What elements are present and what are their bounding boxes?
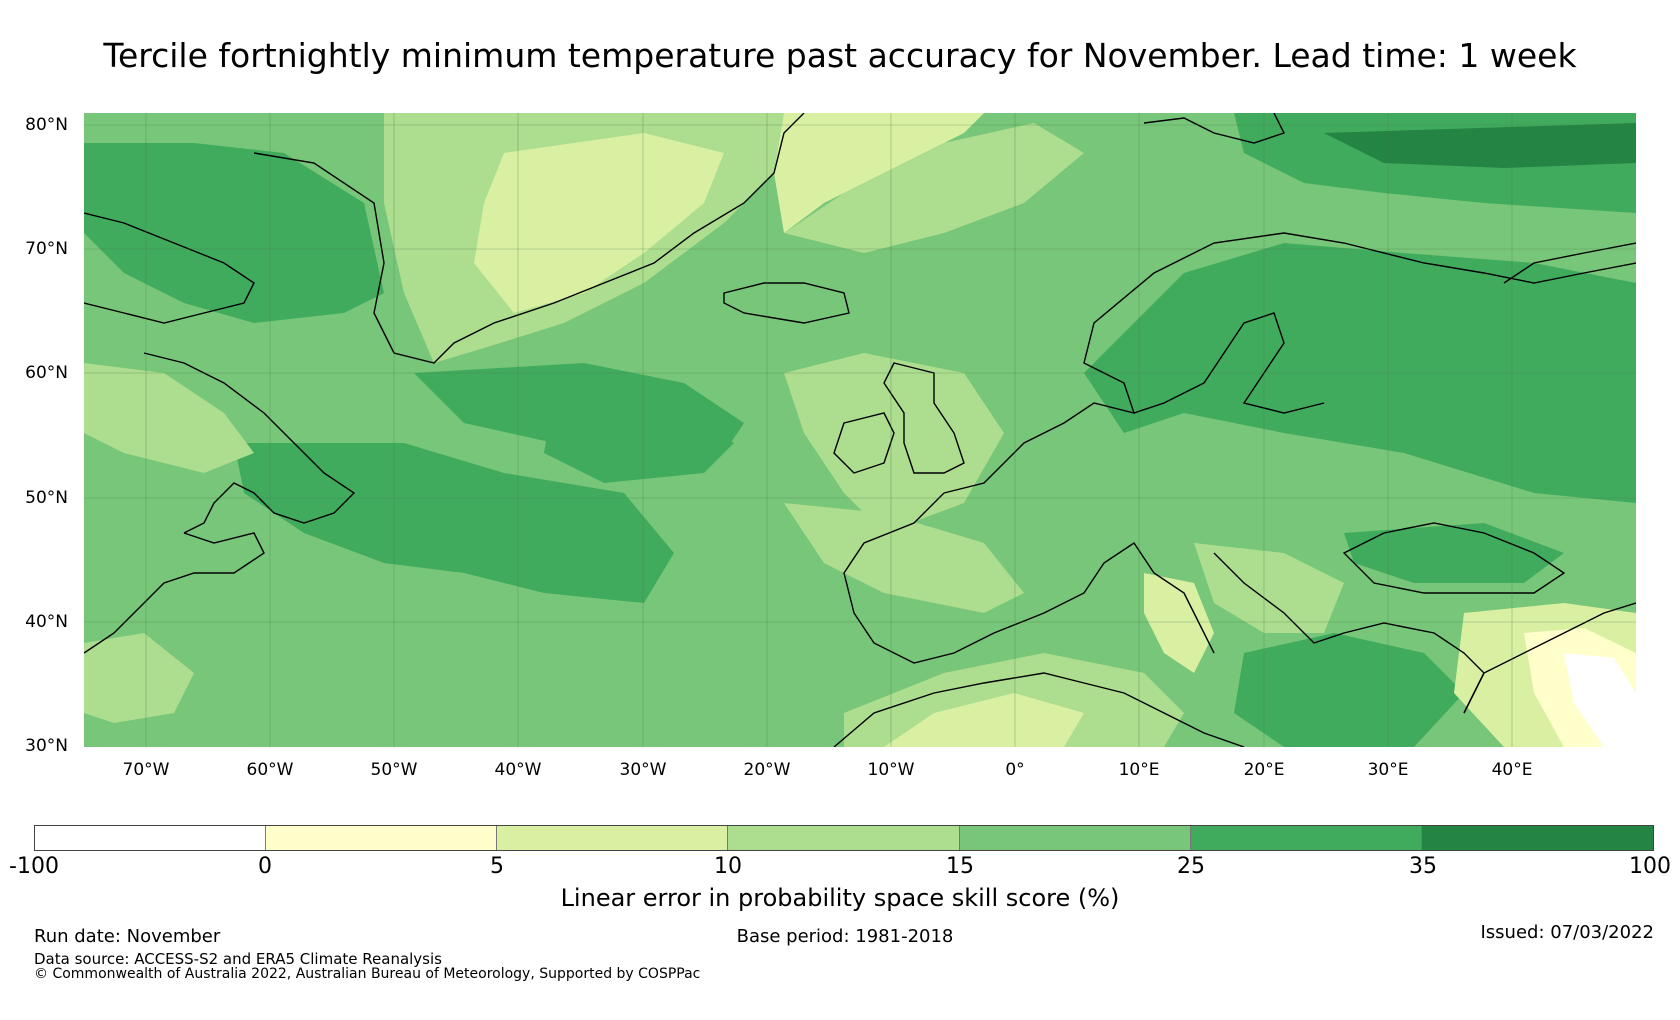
region-midatlantic-light bbox=[784, 353, 1004, 533]
colorbar-tick-10: 10 bbox=[714, 854, 742, 879]
coast-north-africa bbox=[833, 672, 1245, 747]
colorbar-segment-35-100 bbox=[1422, 826, 1654, 850]
graticule bbox=[84, 113, 1636, 747]
lon-label-70w: 70°W bbox=[122, 760, 170, 780]
region-arctic-light bbox=[464, 113, 984, 233]
region-black-sea-dark bbox=[1344, 523, 1564, 583]
base-period: Base period: 1981-2018 bbox=[736, 926, 954, 947]
issued-date: Issued: 07/03/2022 bbox=[1480, 922, 1654, 943]
region-baffin-medium bbox=[84, 143, 384, 323]
lat-label-30n: 30°N bbox=[25, 736, 68, 756]
lon-label-50w: 50°W bbox=[370, 760, 418, 780]
coast-black-sea bbox=[1342, 522, 1566, 594]
region-greenland-core bbox=[474, 133, 724, 313]
skill-map bbox=[84, 113, 1636, 747]
region-barents-darkest bbox=[1324, 123, 1636, 168]
coast-baffin-island bbox=[84, 212, 255, 324]
colorbar-label: Linear error in probability space skill … bbox=[560, 884, 1120, 912]
lon-label-20w: 20°W bbox=[743, 760, 791, 780]
lat-label-50n: 50°N bbox=[25, 488, 68, 508]
data-source: Data source: ACCESS-S2 and ERA5 Climate … bbox=[34, 950, 442, 968]
region-italy-light bbox=[1144, 573, 1214, 673]
lon-label-30w: 30°W bbox=[619, 760, 667, 780]
colorbar-segment-neg100-0 bbox=[35, 826, 266, 850]
lat-label-40n: 40°N bbox=[25, 612, 68, 632]
coast-iberia bbox=[843, 492, 1215, 664]
coast-levant bbox=[1463, 602, 1636, 714]
lon-label-0: 0° bbox=[1005, 760, 1025, 780]
colorbar-tick-15: 15 bbox=[946, 854, 974, 879]
run-date: Run date: November bbox=[34, 926, 221, 947]
region-atlantic-dark-3 bbox=[544, 393, 734, 483]
coast-greenland bbox=[253, 113, 805, 364]
lat-label-80n: 80°N bbox=[25, 115, 68, 135]
region-southwest-light bbox=[84, 633, 194, 723]
coast-baltic bbox=[1133, 312, 1325, 414]
coast-great-britain bbox=[883, 362, 965, 474]
lon-label-10w: 10°W bbox=[867, 760, 915, 780]
region-middle-east-white bbox=[1564, 653, 1636, 747]
region-atlantic-dark-2 bbox=[234, 443, 674, 603]
region-balkans-light bbox=[1194, 543, 1344, 633]
colorbar-tick-5: 5 bbox=[490, 854, 504, 879]
lon-label-40e: 40°E bbox=[1491, 760, 1533, 780]
coast-nova-scotia bbox=[84, 532, 265, 654]
region-arctic-band bbox=[784, 123, 1084, 253]
skill-map-svg bbox=[84, 113, 1636, 747]
colorbar bbox=[34, 825, 1654, 851]
colorbar-segment-5-10 bbox=[497, 826, 729, 850]
coast-ireland bbox=[833, 412, 895, 474]
colorbar-tick-0: 0 bbox=[258, 854, 272, 879]
coastlines bbox=[84, 113, 1636, 747]
coast-svalbard bbox=[1143, 113, 1285, 144]
colorbar-segment-15-25 bbox=[959, 826, 1191, 850]
copyright: © Commonwealth of Australia 2022, Austra… bbox=[34, 966, 701, 982]
coast-russia-north bbox=[1503, 242, 1636, 284]
region-eastmed-dark bbox=[1234, 633, 1464, 747]
lon-label-40w: 40°W bbox=[494, 760, 542, 780]
colorbar-tick-100: 100 bbox=[1629, 854, 1671, 879]
colorbar-tick-35: 35 bbox=[1409, 854, 1437, 879]
colorbar-segment-25-35 bbox=[1190, 826, 1423, 850]
coast-labrador bbox=[143, 352, 356, 534]
region-iberia-west-light bbox=[784, 503, 1024, 613]
lon-label-60w: 60°W bbox=[246, 760, 294, 780]
lon-label-10e: 10°E bbox=[1118, 760, 1160, 780]
lon-label-20e: 20°E bbox=[1243, 760, 1285, 780]
coast-europe bbox=[943, 232, 1636, 494]
colorbar-tick-25: 25 bbox=[1177, 854, 1205, 879]
region-canada-light bbox=[84, 363, 254, 473]
region-north-africa-lighter bbox=[884, 693, 1084, 747]
lon-label-30e: 30°E bbox=[1367, 760, 1409, 780]
lat-label-60n: 60°N bbox=[25, 363, 68, 383]
colorbar-tick-neg100: -100 bbox=[9, 854, 59, 879]
colorbar-segment-10-15 bbox=[728, 826, 960, 850]
chart-title: Tercile fortnightly minimum temperature … bbox=[103, 36, 1577, 75]
colorbar-segment-0-5 bbox=[265, 826, 498, 850]
coast-iceland bbox=[723, 282, 850, 324]
lat-label-70n: 70°N bbox=[25, 239, 68, 259]
skill-score-regions bbox=[84, 113, 1636, 747]
